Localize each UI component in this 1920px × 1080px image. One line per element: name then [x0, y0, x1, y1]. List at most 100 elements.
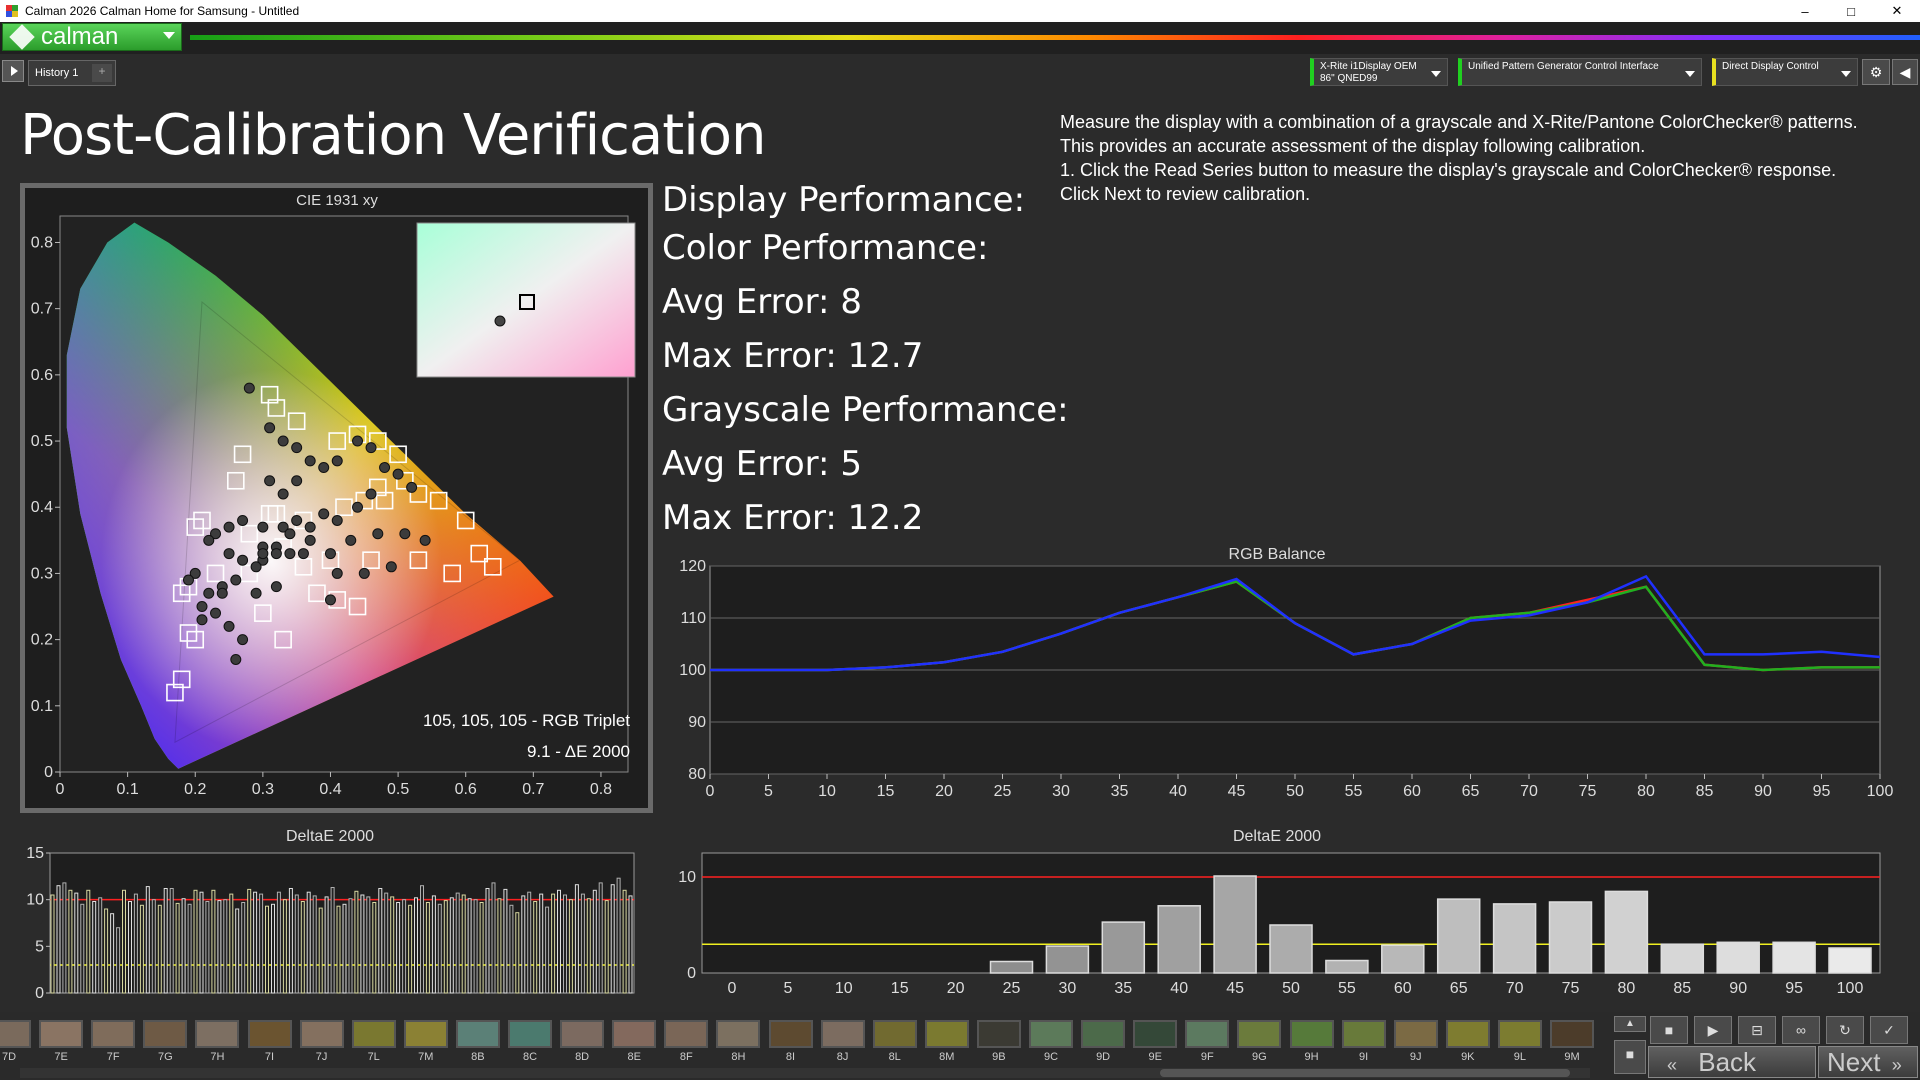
swatch-7m[interactable] [403, 1020, 448, 1048]
measured-point [399, 528, 411, 540]
swatch-9h[interactable] [1289, 1020, 1334, 1048]
swatch-8f[interactable] [664, 1020, 709, 1048]
target-square [369, 478, 387, 497]
swatch-9b[interactable] [976, 1020, 1021, 1048]
scroll-up-icon[interactable]: ▲ [1614, 1016, 1646, 1032]
x-tick-label: 0.8 [590, 781, 612, 798]
swatch-8d[interactable] [560, 1020, 605, 1048]
measured-point [304, 521, 316, 533]
delta-e-bar [306, 891, 311, 994]
delta-e-bar [235, 908, 240, 994]
measured-point [257, 548, 269, 560]
swatch-7f[interactable] [91, 1020, 136, 1048]
rgb-balance-chart: RGB Balance 80 90 100 110 120 0 5 10 15 20 25 30 35 4… [679, 546, 1893, 800]
swatch-label: 9E [1148, 1051, 1162, 1063]
stop-icon[interactable]: ■ [1650, 1016, 1688, 1044]
target-square [254, 604, 272, 622]
delta-e-bar [420, 885, 424, 994]
delta-e-bar [390, 896, 395, 994]
measured-point [250, 587, 262, 599]
swatch-9e[interactable] [1133, 1020, 1178, 1048]
swatch-8l[interactable] [872, 1020, 917, 1048]
measured-point [406, 481, 418, 493]
x-tick-label: 85 [1696, 783, 1714, 800]
swatch-9l[interactable] [1497, 1020, 1542, 1048]
inset-target-marker [519, 294, 535, 310]
swatch-scrollbar[interactable] [20, 1068, 1590, 1078]
target-square [389, 445, 407, 464]
swatch-7j[interactable] [299, 1020, 344, 1048]
grayscale-delta-e-bar [1325, 959, 1369, 974]
pattern-generator-selector[interactable]: Unified Pattern Generator Control Interf… [1458, 58, 1702, 86]
target-square [166, 683, 184, 702]
swatch-8b[interactable] [455, 1020, 500, 1048]
collapse-left-icon[interactable]: ◀ [1892, 59, 1918, 85]
stop-read-icon[interactable]: ■ [1614, 1040, 1646, 1074]
swatch-9i[interactable] [1341, 1020, 1386, 1048]
display-control-selector[interactable]: Direct Display Control [1712, 58, 1858, 86]
swatch-8i[interactable] [768, 1020, 813, 1048]
cie-axes: 0 0.1 0.2 0.3 0.4 0.5 0.6 0.7 0.8 0 0.1 0.2 0.3 0.4 0.… [31, 234, 612, 798]
swatch-7h[interactable] [195, 1020, 240, 1048]
swatch-label: 8M [939, 1051, 955, 1063]
x-tick-label: 30 [1052, 783, 1070, 800]
swatch-8e[interactable] [612, 1020, 657, 1048]
x-tick-label: 25 [994, 783, 1012, 800]
close-button[interactable]: ✕ [1891, 3, 1903, 18]
x-tick-label: 0.2 [184, 781, 206, 798]
swatch-7e[interactable] [39, 1020, 84, 1048]
back-button[interactable]: « Back [1648, 1046, 1816, 1078]
swatch-7l[interactable] [351, 1020, 396, 1048]
delta-e-bar [622, 889, 627, 994]
delta-e-bar [330, 887, 335, 994]
delta-e-bar [259, 893, 264, 994]
delta-e-bar [86, 889, 91, 994]
swatch-8m[interactable] [924, 1020, 969, 1048]
logo-text: calman [41, 23, 119, 50]
swatch-8j[interactable] [820, 1020, 865, 1048]
delta-e-bar [545, 906, 550, 994]
add-tab-button[interactable]: + [92, 64, 112, 82]
cie-title: CIE 1931 xy [296, 192, 378, 209]
x-tick-label: 0.5 [387, 781, 409, 798]
swatch-scroll-thumb[interactable] [1160, 1069, 1570, 1077]
maximize-button[interactable]: □ [1847, 3, 1855, 19]
settings-gear-icon[interactable]: ⚙ [1862, 59, 1890, 85]
next-button[interactable]: Next » [1818, 1046, 1918, 1078]
minimize-button[interactable]: – [1801, 3, 1809, 19]
read-series-icon[interactable]: ⊟ [1738, 1016, 1776, 1044]
meter-selector[interactable]: X-Rite i1Display OEM 86" QNED99 [1310, 58, 1448, 86]
performance-summary: Display Performance: Color Performance: … [662, 180, 1069, 552]
refresh-icon[interactable]: ↻ [1826, 1016, 1864, 1044]
measured-point [223, 548, 235, 560]
delta-e-bar [610, 884, 615, 994]
measured-point [257, 521, 269, 533]
color-delta-e-bars [50, 877, 633, 994]
play-icon[interactable] [2, 60, 24, 82]
calman-menu-button[interactable]: calman [2, 23, 182, 51]
swatch-9c[interactable] [1029, 1020, 1073, 1048]
play-icon[interactable]: ▶ [1694, 1016, 1732, 1044]
y-tick-label: 0.6 [31, 367, 53, 384]
swatch-9k[interactable] [1445, 1020, 1490, 1048]
x-tick-label: 95 [1785, 980, 1803, 997]
continuous-icon[interactable]: ∞ [1782, 1016, 1820, 1044]
swatch-9m[interactable] [1550, 1020, 1594, 1048]
swatch-9g[interactable] [1237, 1020, 1282, 1048]
x-tick-label: 30 [1059, 980, 1077, 997]
swatch-7i[interactable] [247, 1020, 292, 1048]
cie-delta-e: 9.1 - ΔE 2000 [527, 742, 630, 761]
delta-e-bar [580, 893, 585, 994]
grayscale-delta-e-bar [1716, 941, 1760, 974]
swatch-9f[interactable] [1185, 1020, 1230, 1048]
check-icon[interactable]: ✓ [1870, 1016, 1908, 1044]
swatch-label: 9C [1043, 1051, 1059, 1063]
swatch-7g[interactable] [143, 1020, 188, 1048]
swatch-9d[interactable] [1081, 1020, 1126, 1048]
swatch-9j[interactable] [1393, 1020, 1438, 1048]
swatch-label: 7M [418, 1051, 434, 1063]
swatch-8c[interactable] [508, 1020, 552, 1048]
swatch-8h[interactable] [716, 1020, 761, 1048]
instructions: Measure the display with a combination o… [1060, 110, 1900, 206]
swatch-7d[interactable] [0, 1020, 31, 1048]
